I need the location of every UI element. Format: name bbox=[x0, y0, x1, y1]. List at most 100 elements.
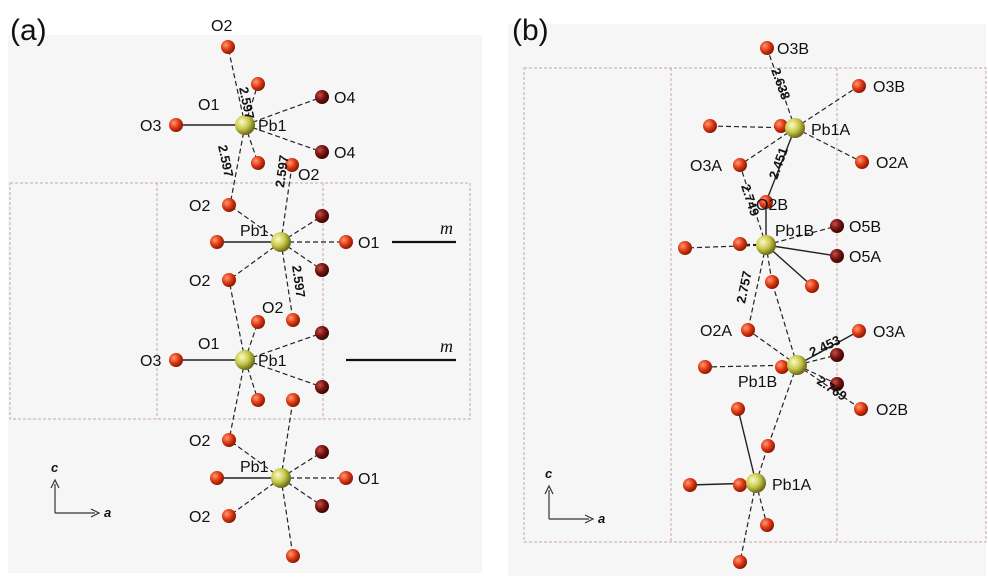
atom-label: O4 bbox=[334, 90, 355, 107]
distance-label: 2.597 bbox=[215, 144, 236, 179]
oxygen-atom bbox=[760, 41, 774, 55]
atom-label: O2B bbox=[756, 197, 788, 214]
axis-label-c: c bbox=[51, 460, 59, 475]
atom-labels-panel-b: O3B O3B Pb1A O2A O3A O2B Pb1B O5B O5A O2… bbox=[690, 41, 908, 494]
atom-label: Pb1 bbox=[240, 223, 269, 240]
atom-label: Pb1B bbox=[738, 374, 777, 391]
oxygen-atom bbox=[222, 273, 236, 287]
oxygen-atom-dark bbox=[315, 263, 329, 277]
lead-atom bbox=[235, 350, 255, 370]
oxygen-atom bbox=[169, 353, 183, 367]
atom-label: O1 bbox=[358, 471, 379, 488]
oxygen-atom-dark bbox=[830, 249, 844, 263]
lead-atom bbox=[787, 355, 807, 375]
oxygen-atom bbox=[221, 40, 235, 54]
panel-b-label: (b) bbox=[512, 14, 549, 47]
oxygen-atom-dark bbox=[315, 499, 329, 513]
oxygen-atom bbox=[286, 313, 300, 327]
panel-a: (a) m m bbox=[8, 14, 482, 573]
oxygen-atom bbox=[285, 158, 299, 172]
oxygen-atom bbox=[759, 195, 773, 209]
atom-label: O3 bbox=[140, 118, 161, 135]
atom-label: O2 bbox=[262, 300, 283, 317]
atom-label: O3A bbox=[873, 324, 905, 341]
oxygen-atom-dark bbox=[315, 445, 329, 459]
atom-label: O1 bbox=[358, 235, 379, 252]
oxygen-atom bbox=[774, 119, 788, 133]
oxygen-atom bbox=[733, 478, 747, 492]
oxygen-atom bbox=[222, 433, 236, 447]
distance-label: 2.597 bbox=[236, 86, 257, 121]
atom-label: Pb1 bbox=[240, 459, 269, 476]
atom-label: O1 bbox=[198, 97, 219, 114]
lead-atom bbox=[271, 232, 291, 252]
distance-label: 2.597 bbox=[289, 264, 308, 298]
oxygen-atom bbox=[733, 237, 747, 251]
unit-cell-b bbox=[523, 67, 987, 543]
oxygen-atom bbox=[703, 119, 717, 133]
oxygen-atom bbox=[286, 549, 300, 563]
oxygen-atom bbox=[733, 158, 747, 172]
oxygen-atom bbox=[741, 323, 755, 337]
oxygen-atom bbox=[251, 393, 265, 407]
atom-label: O2 bbox=[189, 198, 210, 215]
oxygen-atom-dark bbox=[315, 209, 329, 223]
panel-b: (b) bbox=[508, 14, 987, 576]
oxygen-atom bbox=[765, 275, 779, 289]
oxygen-atom bbox=[805, 279, 819, 293]
oxygen-atom bbox=[251, 156, 265, 170]
oxygen-atom bbox=[678, 241, 692, 255]
atom-label: O5A bbox=[849, 249, 881, 266]
lead-atom bbox=[235, 115, 255, 135]
oxygen-atom bbox=[852, 324, 866, 338]
oxygen-atom-dark bbox=[315, 326, 329, 340]
atom-label: O2 bbox=[211, 18, 232, 35]
oxygen-atom bbox=[733, 555, 747, 569]
oxygen-atom bbox=[210, 471, 224, 485]
axis-label-c: c bbox=[545, 466, 553, 481]
oxygen-atom-dark bbox=[315, 90, 329, 104]
oxygen-atom bbox=[855, 155, 869, 169]
atom-label: Pb1A bbox=[772, 477, 811, 494]
axis-label-a: a bbox=[104, 505, 111, 520]
mirror-label-lower: m bbox=[440, 336, 453, 356]
distance-labels-panel-a: 2.597 2.597 2.597 2.597 bbox=[215, 86, 308, 299]
atom-label: Pb1B bbox=[775, 223, 814, 240]
atoms-panel-b bbox=[678, 41, 869, 569]
atom-label: O2 bbox=[189, 433, 210, 450]
atom-label: O3B bbox=[873, 79, 905, 96]
panel-a-label: (a) bbox=[10, 14, 47, 47]
oxygen-atom bbox=[731, 402, 745, 416]
atom-label: O3 bbox=[140, 353, 161, 370]
oxygen-atom bbox=[251, 315, 265, 329]
oxygen-atom bbox=[761, 439, 775, 453]
oxygen-atom bbox=[222, 509, 236, 523]
atom-label: O4 bbox=[334, 145, 355, 162]
atom-labels-panel-a: O2 O1 O3 Pb1 O4 O4 O2 O2 Pb1 O1 O2 O2 O1… bbox=[140, 18, 379, 526]
oxygen-atom bbox=[698, 360, 712, 374]
mirror-label-upper: m bbox=[440, 218, 453, 238]
axis-label-a: a bbox=[598, 511, 605, 526]
atom-label: O2B bbox=[876, 402, 908, 419]
oxygen-atom-dark bbox=[830, 348, 844, 362]
axes-indicator-b: c a bbox=[544, 466, 605, 526]
axes-indicator-a: c a bbox=[50, 460, 111, 520]
atom-label: O2A bbox=[876, 155, 908, 172]
lead-atom bbox=[746, 473, 766, 493]
oxygen-atom bbox=[854, 402, 868, 416]
oxygen-atom bbox=[222, 198, 236, 212]
distance-label: 2.597 bbox=[272, 154, 291, 188]
oxygen-atom bbox=[775, 360, 789, 374]
atom-label: O3B bbox=[777, 41, 809, 58]
atom-label: O2A bbox=[700, 323, 732, 340]
atom-label: Pb1 bbox=[258, 353, 287, 370]
oxygen-atom-dark bbox=[315, 380, 329, 394]
atom-label: O2 bbox=[189, 273, 210, 290]
oxygen-atom bbox=[210, 235, 224, 249]
oxygen-atom bbox=[169, 118, 183, 132]
lead-atom bbox=[756, 235, 776, 255]
oxygen-atom bbox=[286, 393, 300, 407]
atom-label: O5B bbox=[849, 219, 881, 236]
atoms-panel-a bbox=[169, 40, 353, 563]
